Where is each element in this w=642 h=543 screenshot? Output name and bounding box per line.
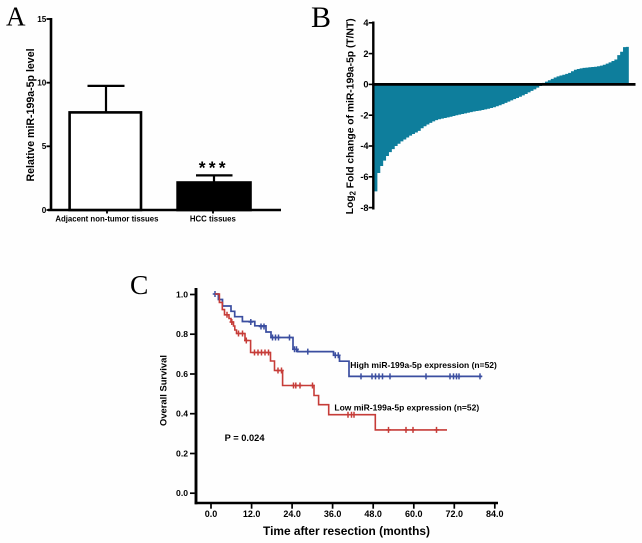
- svg-text:0.6: 0.6: [176, 369, 188, 379]
- svg-text:10: 10: [37, 79, 47, 88]
- svg-text:High miR-199a-5p expression (n: High miR-199a-5p expression (n=52): [350, 360, 497, 370]
- svg-text:-2: -2: [360, 110, 368, 120]
- svg-text:0.4: 0.4: [176, 409, 188, 419]
- svg-text:0: 0: [42, 206, 47, 215]
- svg-text:HCC tissues: HCC tissues: [190, 215, 237, 224]
- svg-text:48.0: 48.0: [364, 509, 382, 519]
- svg-text:60.0: 60.0: [405, 509, 423, 519]
- svg-text:0.0: 0.0: [176, 488, 188, 498]
- svg-text:15: 15: [37, 15, 47, 24]
- svg-text:Log2 Fold change of miR-199a-5: Log2 Fold change of miR-199a-5p (T/NT): [345, 18, 357, 214]
- svg-text:-6: -6: [360, 172, 368, 182]
- svg-text:0: 0: [363, 80, 368, 90]
- svg-text:-4: -4: [360, 141, 369, 151]
- svg-text:B: B: [311, 1, 331, 34]
- svg-text:Relative miR-199a-5p level: Relative miR-199a-5p level: [25, 48, 37, 181]
- svg-text:24.0: 24.0: [283, 509, 301, 519]
- svg-text:5: 5: [42, 142, 47, 151]
- svg-text:2: 2: [363, 49, 368, 59]
- svg-text:Time after resection (months): Time after resection (months): [263, 524, 430, 538]
- svg-text:12.0: 12.0: [243, 509, 261, 519]
- svg-text:-8: -8: [360, 203, 368, 213]
- svg-text:Adjacent non-tumor tissues: Adjacent non-tumor tissues: [55, 215, 159, 224]
- svg-text:84.0: 84.0: [486, 509, 504, 519]
- svg-text:Low miR-199a-5p expression (n=: Low miR-199a-5p expression (n=52): [334, 403, 479, 413]
- svg-text:0.8: 0.8: [176, 329, 188, 339]
- svg-text:Overall Survival: Overall Survival: [158, 355, 169, 426]
- svg-text:36.0: 36.0: [324, 509, 342, 519]
- svg-text:4: 4: [363, 18, 369, 28]
- svg-text:C: C: [130, 269, 148, 300]
- svg-text:0.2: 0.2: [176, 449, 188, 459]
- svg-text:P = 0.024: P = 0.024: [225, 433, 266, 443]
- svg-text:72.0: 72.0: [446, 509, 464, 519]
- svg-text:1.0: 1.0: [176, 290, 188, 300]
- svg-text:A: A: [6, 2, 26, 32]
- svg-text:***: ***: [199, 158, 229, 178]
- svg-text:0.0: 0.0: [205, 509, 218, 519]
